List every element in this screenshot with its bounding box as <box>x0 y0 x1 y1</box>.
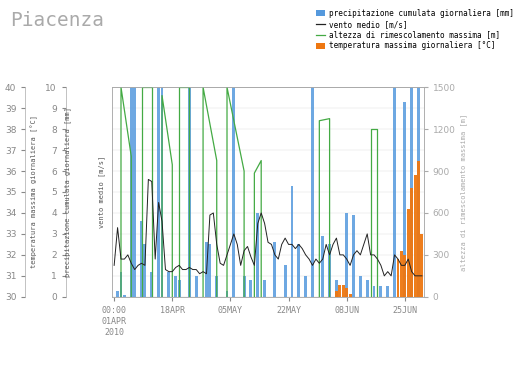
Bar <box>352 215 355 297</box>
Bar <box>150 272 153 297</box>
Bar <box>304 276 307 297</box>
Bar <box>407 209 410 297</box>
Bar <box>400 251 403 297</box>
Bar <box>120 272 122 297</box>
Bar <box>188 87 191 297</box>
Bar <box>410 87 413 297</box>
Bar <box>274 242 276 297</box>
Bar <box>393 87 396 297</box>
Text: vento medio [m/s]: vento medio [m/s] <box>99 156 105 228</box>
Bar <box>215 276 218 297</box>
Bar <box>249 280 253 297</box>
Legend: precipitazione cumulata giornaliera [mm], vento medio [m/s], altezza di rimescol: precipitazione cumulata giornaliera [mm]… <box>313 6 517 53</box>
Bar <box>232 87 235 297</box>
Bar <box>290 186 293 297</box>
Bar <box>133 87 136 297</box>
Bar <box>345 213 348 297</box>
Bar <box>338 285 342 297</box>
Text: precipitazione cumulata giornaliera [mm]: precipitazione cumulata giornaliera [mm] <box>65 107 71 277</box>
Bar <box>396 259 400 297</box>
Bar <box>167 272 170 297</box>
Bar <box>116 290 119 297</box>
Bar <box>321 236 324 297</box>
Bar <box>143 244 146 297</box>
Bar <box>225 290 229 297</box>
Bar <box>328 244 331 297</box>
Bar <box>366 280 369 297</box>
Bar <box>403 255 406 297</box>
Bar <box>157 87 160 297</box>
Bar <box>403 102 406 297</box>
Bar <box>345 288 348 297</box>
Bar <box>243 276 246 297</box>
Bar <box>410 188 413 297</box>
Bar <box>195 276 198 297</box>
Bar <box>417 87 420 297</box>
Bar <box>379 286 382 297</box>
Bar <box>349 294 351 297</box>
Bar <box>130 87 133 297</box>
Bar <box>414 175 416 297</box>
Y-axis label: altezza di rimescolamento massima [m]: altezza di rimescolamento massima [m] <box>460 114 467 270</box>
Bar <box>123 295 126 297</box>
Bar <box>263 280 266 297</box>
Bar <box>386 286 389 297</box>
Bar <box>335 280 338 297</box>
Bar <box>140 221 143 297</box>
Text: Piacenza: Piacenza <box>10 11 105 30</box>
Bar <box>417 161 420 297</box>
Text: temperatura massima giornaliera [°C]: temperatura massima giornaliera [°C] <box>30 115 38 269</box>
Bar <box>420 234 424 297</box>
Bar <box>256 213 259 297</box>
Bar <box>311 87 314 297</box>
Bar <box>174 276 177 297</box>
Bar <box>283 265 287 297</box>
Bar <box>298 244 300 297</box>
Bar <box>372 286 376 297</box>
Bar <box>205 242 208 297</box>
Bar <box>335 290 338 297</box>
Bar <box>209 244 211 297</box>
Bar <box>359 276 362 297</box>
Bar <box>342 285 345 297</box>
Bar <box>161 87 164 297</box>
Bar <box>178 280 180 297</box>
